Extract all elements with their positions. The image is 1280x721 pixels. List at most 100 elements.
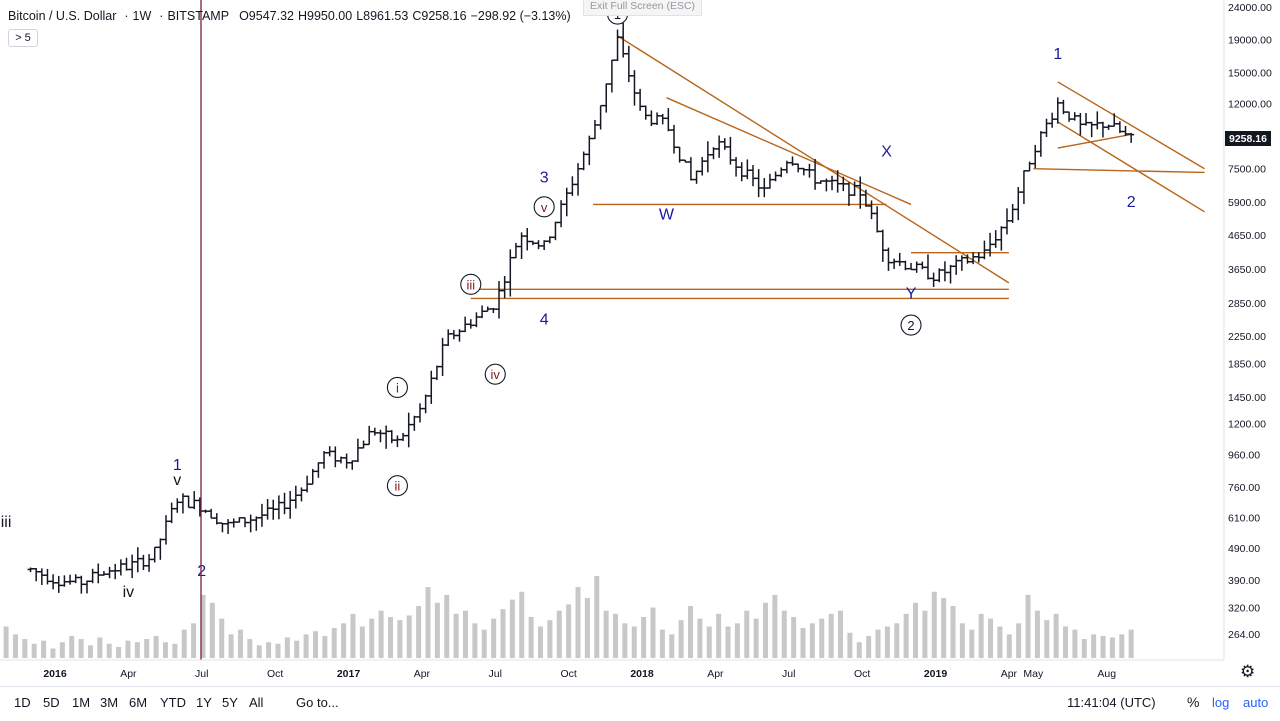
volume-bar [181, 629, 187, 658]
volume-bar [800, 628, 806, 658]
ohlc-bar [332, 446, 339, 468]
volume-bar [387, 617, 393, 658]
timeframe-5y-button[interactable]: 5Y [222, 695, 238, 710]
volume-bar [116, 646, 122, 658]
price-tick-label: 7500.00 [1228, 164, 1266, 176]
exit-fullscreen-button[interactable]: Exit Full Screen (ESC) [583, 0, 703, 16]
ohlc-bar [992, 230, 999, 248]
volume-bar [734, 623, 740, 658]
volume-bar [453, 613, 459, 658]
ohlc-bar [800, 167, 807, 176]
wave-label: 2 [900, 314, 922, 336]
volume-bar [341, 623, 347, 658]
interval-toggle-button[interactable]: > 5 [8, 29, 38, 47]
ohlc-bar [947, 264, 954, 284]
ohlc-bar [1037, 131, 1044, 157]
timeframe-6m-button[interactable]: 6M [129, 695, 148, 710]
symbol-name[interactable]: Bitcoin / U.S. Dollar [8, 9, 117, 23]
volume-bar [547, 620, 553, 658]
ohlc-bar [631, 70, 638, 106]
volume-bar [144, 639, 150, 658]
wave-label: 1 [173, 457, 182, 474]
ohlc-bar [783, 160, 790, 174]
ohlc-bar [298, 487, 305, 502]
ohlc-bar [383, 425, 390, 449]
volume-bar [41, 640, 47, 658]
volume-bar [856, 642, 862, 658]
price-tick-label: 1200.00 [1228, 418, 1266, 430]
svg-text:W: W [659, 207, 675, 224]
ohlc-bar [834, 170, 841, 193]
log-scale-button[interactable]: log [1212, 695, 1230, 710]
ohlc-bar [501, 276, 508, 299]
ohlc-bar [202, 509, 209, 514]
volume-bar [106, 643, 112, 658]
ohlc-bar [134, 547, 141, 573]
timeframe-5d-button[interactable]: 5D [43, 695, 60, 710]
ohlc-bar [163, 515, 170, 545]
price-tick-label: 264.00 [1228, 629, 1260, 641]
ohlc-bar [546, 236, 553, 244]
ohlc-bar [388, 430, 395, 444]
svg-text:iii: iii [1, 514, 12, 531]
ohlc-bar [857, 176, 864, 209]
time-axis[interactable]: 2016 Apr Jul Oct 2017 Apr Jul Oct 2018 Apr Jul Oct 2… [43, 668, 1116, 680]
ohlc-bar [908, 262, 915, 271]
wave-label: 2 [1127, 194, 1136, 211]
ohlc-bar [146, 554, 153, 572]
ohlc-bar [174, 498, 181, 513]
ohlc-bar [755, 169, 762, 198]
timeframe-3m-button[interactable]: 3M [100, 695, 119, 710]
ohlc-bar [117, 559, 124, 576]
ohlc-bar [958, 255, 965, 271]
gear-icon[interactable]: ⚙ [1240, 662, 1256, 681]
wave-label: 1 [1053, 46, 1062, 63]
timeframe-1d-button[interactable]: 1D [14, 695, 31, 710]
wave-label: iii [1, 514, 12, 531]
volume-bar [12, 634, 18, 658]
ohlc-bar [558, 200, 565, 228]
volume-bar [519, 591, 525, 658]
ohlc-bar [716, 135, 723, 158]
ohlc-bar [123, 557, 130, 571]
timeframe-1m-button[interactable]: 1M [72, 695, 91, 710]
volume-bar [575, 587, 581, 658]
ohlc-bar [902, 260, 909, 271]
timeframe-all-button[interactable]: All [249, 695, 264, 710]
timeframe-ytd-button[interactable]: YTD [160, 695, 186, 710]
volume-bar [884, 626, 890, 658]
svg-text:iv: iv [123, 584, 135, 601]
volume-bar [641, 617, 647, 658]
volume-bar [688, 605, 694, 658]
volume-bar [50, 648, 56, 658]
exchange-name: BITSTAMP [167, 9, 230, 23]
time-tick-label: Jul [195, 668, 208, 680]
ohlc-bar [360, 440, 367, 449]
volume-bar [866, 635, 872, 658]
volume-bar [922, 610, 928, 658]
ohlc-bar [1015, 187, 1022, 221]
ohlc-bar [721, 138, 728, 150]
auto-scale-button[interactable]: auto [1243, 695, 1269, 710]
ohlc-bar [941, 261, 948, 282]
svg-text:Y: Y [906, 285, 917, 302]
svg-text:ii: ii [395, 479, 401, 494]
ohlc-bar [321, 451, 328, 469]
utc-clock[interactable]: 11:41:04 (UTC) [1067, 695, 1156, 710]
volume-bar [847, 632, 853, 658]
price-tick-label: 15000.00 [1228, 67, 1272, 79]
last-price-badge: 9258.16 [1225, 131, 1271, 146]
volume-bar [369, 618, 375, 658]
svg-text:2: 2 [1127, 194, 1136, 211]
ohlc-bar [50, 574, 57, 590]
price-axis[interactable]: 24000.0019000.0015000.0012000.009500.007… [1228, 2, 1272, 641]
ohlc-bar [812, 158, 819, 190]
goto-date-button[interactable]: Go to... [296, 695, 339, 710]
ohlc-bar [552, 221, 559, 241]
percent-scale-button[interactable]: % [1187, 694, 1200, 710]
wave-label: iii [460, 273, 482, 295]
wave-label: ii [386, 475, 408, 497]
volume-bar [528, 617, 534, 658]
timeframe-1y-button[interactable]: 1Y [196, 695, 212, 710]
